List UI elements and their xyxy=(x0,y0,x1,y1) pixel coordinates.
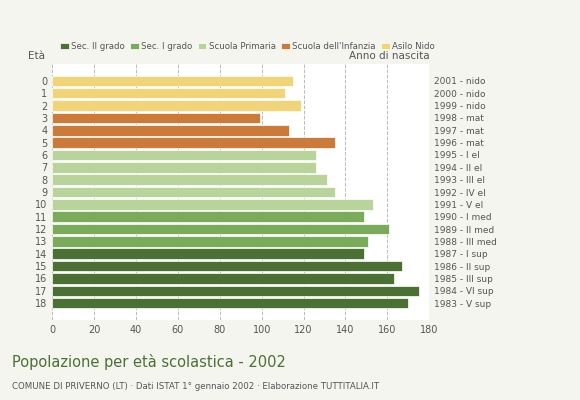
Text: Popolazione per età scolastica - 2002: Popolazione per età scolastica - 2002 xyxy=(12,354,285,370)
Bar xyxy=(52,162,316,172)
Text: Età: Età xyxy=(28,52,45,62)
Bar xyxy=(52,137,335,148)
Bar xyxy=(52,261,402,271)
Bar xyxy=(52,125,289,136)
Bar xyxy=(52,113,260,123)
Legend: Sec. II grado, Sec. I grado, Scuola Primaria, Scuola dell'Infanzia, Asilo Nido: Sec. II grado, Sec. I grado, Scuola Prim… xyxy=(56,39,438,54)
Text: Anno di nascita: Anno di nascita xyxy=(349,52,429,62)
Bar xyxy=(52,286,419,296)
Bar xyxy=(52,150,316,160)
Bar xyxy=(52,187,335,197)
Bar xyxy=(52,199,372,210)
Bar xyxy=(52,273,394,284)
Bar xyxy=(52,76,293,86)
Bar xyxy=(52,88,285,98)
Bar xyxy=(52,224,389,234)
Bar xyxy=(52,248,364,259)
Bar xyxy=(52,298,408,308)
Bar xyxy=(52,100,302,111)
Bar xyxy=(52,236,368,247)
Bar xyxy=(52,212,364,222)
Bar xyxy=(52,174,327,185)
Text: COMUNE DI PRIVERNO (LT) · Dati ISTAT 1° gennaio 2002 · Elaborazione TUTTITALIA.I: COMUNE DI PRIVERNO (LT) · Dati ISTAT 1° … xyxy=(12,382,379,391)
